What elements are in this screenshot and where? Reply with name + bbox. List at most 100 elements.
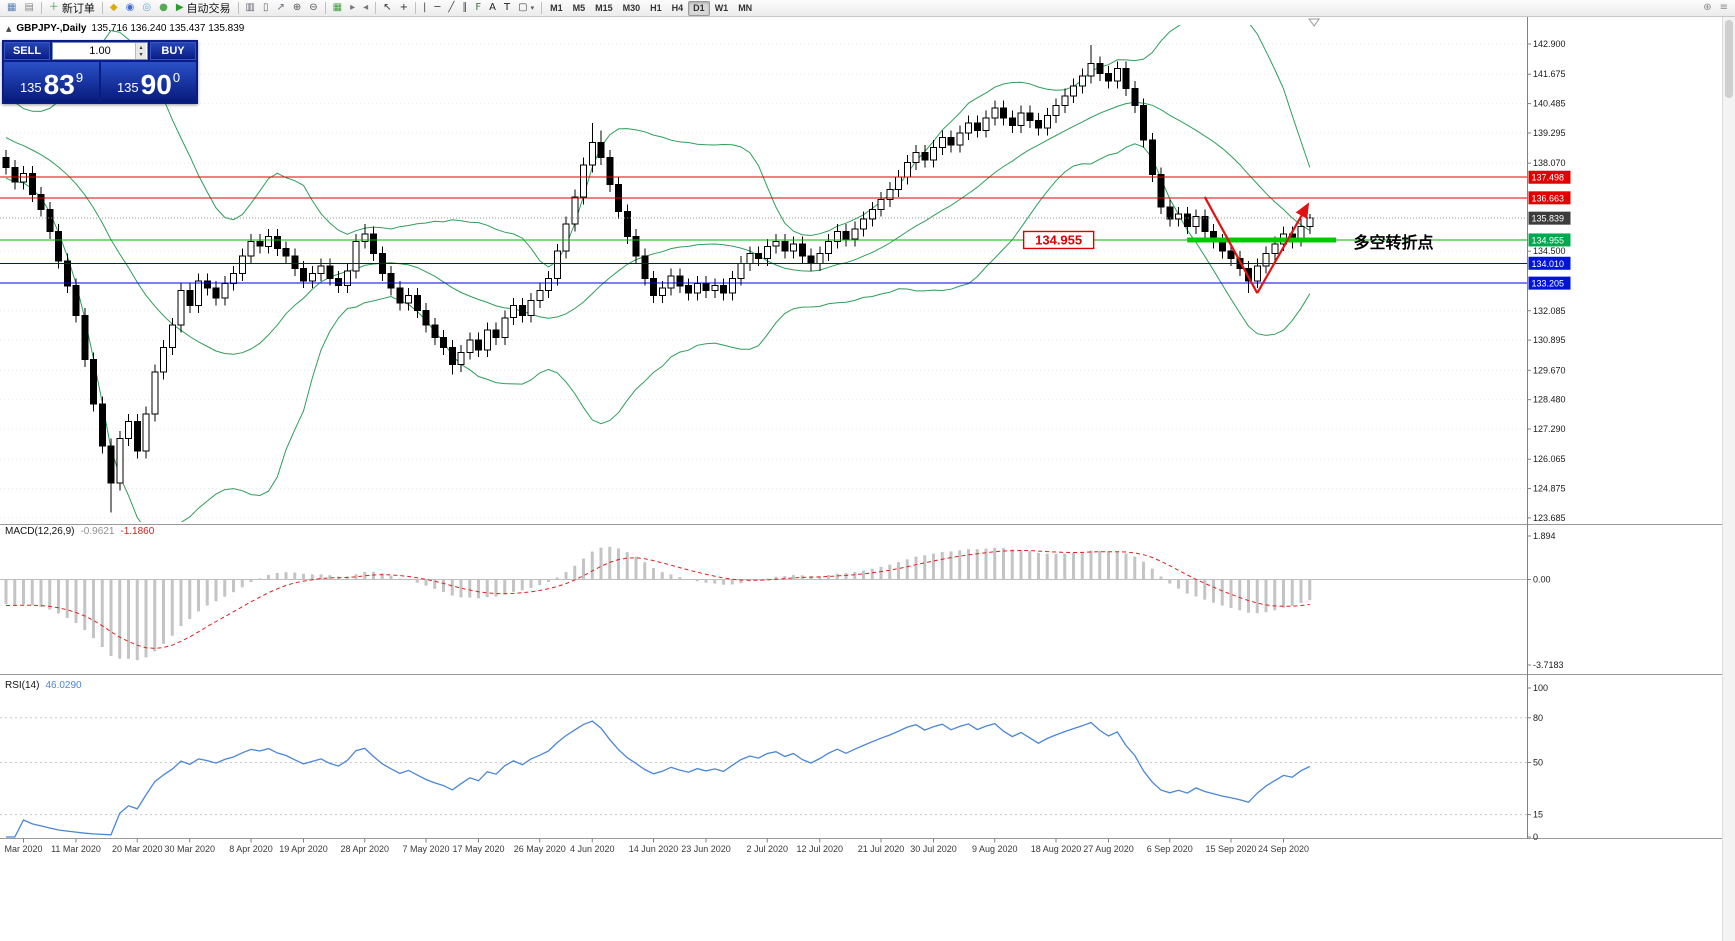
profiles-button[interactable]: ▤ [20, 1, 37, 16]
svg-text:19 Apr 2020: 19 Apr 2020 [279, 844, 328, 854]
zoom-in-button[interactable]: ⊕ [289, 1, 305, 16]
candle-chart-style-icon: ▯ [262, 2, 269, 13]
vertical-scrollbar[interactable] [1722, 17, 1735, 941]
grid [0, 43, 1527, 519]
market-watch-button[interactable]: ◉ [122, 1, 139, 16]
svg-text:28 Apr 2020: 28 Apr 2020 [340, 844, 389, 854]
vertical-line-button[interactable]: | [419, 1, 430, 16]
trendline-button[interactable]: ╱ [444, 1, 458, 16]
channel-icon: ∥ [462, 2, 468, 13]
svg-text:30 Jul 2020: 30 Jul 2020 [910, 844, 957, 854]
horizontal-line-button[interactable]: ─ [430, 1, 444, 16]
buy-price[interactable]: 135 90 0 [101, 62, 196, 102]
svg-text:139.295: 139.295 [1533, 128, 1566, 138]
panel-separators[interactable] [0, 524, 1735, 839]
sell-price-pips: 83 [43, 69, 75, 100]
channel-button[interactable]: ∥ [458, 1, 471, 16]
crosshair-button[interactable]: + [396, 1, 412, 16]
bollinger-bands [5, 25, 1311, 522]
sell-button[interactable]: SELL [4, 42, 50, 60]
cursor-button[interactable]: ↖ [379, 1, 395, 16]
tile-windows-button[interactable]: ▦ [329, 1, 346, 16]
fibonacci-button[interactable]: F [471, 1, 485, 16]
toolbar: ▦ ▤ ＋新订单 ◆ ◉ ◎ ● ▶ 自动交易 ▥ ▯ ↗ ⊕ ⊖ ▦ ▸ ◂ ↖ + | ─ ╱ ∥ F A T ▢ ▾ M1 M5 M… [0, 0, 1735, 17]
horizontal-lines[interactable] [0, 176, 1527, 284]
price-axis[interactable]: 142.900 141.675 140.485 139.295 138.070 134.5… [1527, 17, 1566, 842]
shapes-button[interactable]: ▢ ▾ [514, 1, 538, 16]
trend-arrow-2[interactable] [1256, 202, 1310, 294]
new-chart-icon: ▦ [7, 2, 17, 13]
macd-title: MACD(12,26,9) [5, 526, 75, 537]
chart-shift-button[interactable]: ◂ [359, 1, 372, 16]
svg-text:-3.7183: -3.7183 [1533, 660, 1564, 670]
chart-shift-marker[interactable] [1308, 18, 1321, 27]
toolbar-menu-button[interactable]: ≡ [1716, 1, 1732, 16]
bar-chart-style-button[interactable]: ▥ [242, 1, 259, 16]
text-button[interactable]: A [485, 1, 500, 16]
lot-increase-icon[interactable]: ▴ [139, 44, 143, 51]
scrollbar-thumb[interactable] [1725, 20, 1733, 98]
svg-text:130.895: 130.895 [1533, 335, 1566, 345]
new-order-button[interactable]: ＋新订单 [45, 1, 99, 16]
price-tag-135-839 [1528, 211, 1571, 225]
svg-text:129.670: 129.670 [1533, 365, 1566, 375]
svg-text:140.485: 140.485 [1533, 99, 1566, 109]
price-callout-box[interactable] [1022, 230, 1095, 250]
navigator-icon: ● [159, 2, 168, 13]
price-chart[interactable]: 142.900 141.675 140.485 139.295 138.070 134.5… [0, 17, 1735, 941]
zoom-out-button[interactable]: ⊖ [305, 1, 321, 16]
timeframe-m30[interactable]: M30 [622, 3, 641, 13]
shapes-icon: ▢ [518, 2, 528, 13]
auto-scroll-button[interactable]: ▸ [346, 1, 359, 16]
trend-arrow-1[interactable] [1203, 196, 1259, 294]
crosshair-icon: + [399, 2, 408, 13]
svg-text:4 Jun 2020: 4 Jun 2020 [570, 844, 615, 854]
profiles-icon: ▤ [24, 2, 34, 13]
lot-size-field[interactable]: 1.00 ▴ ▾ [52, 42, 148, 60]
quick-search-icon: ⊕ [1703, 2, 1712, 13]
svg-text:14 Jun 2020: 14 Jun 2020 [629, 844, 679, 854]
timeframe-d1[interactable]: D1 [688, 0, 710, 16]
buy-price-pips: 90 [140, 69, 172, 100]
timeframe-h1[interactable]: H1 [650, 3, 662, 13]
svg-text:126.065: 126.065 [1533, 454, 1566, 464]
bollinger-upper-line [5, 25, 1311, 268]
timeframe-h4[interactable]: H4 [671, 3, 684, 13]
price-tag-137-498 [1528, 170, 1571, 184]
svg-text:132.085: 132.085 [1533, 306, 1566, 316]
svg-text:18 Aug 2020: 18 Aug 2020 [1031, 844, 1082, 854]
lot-decrease-icon[interactable]: ▾ [139, 51, 143, 58]
timeframe-mn[interactable]: MN [738, 3, 753, 13]
svg-text:21 Jul 2020: 21 Jul 2020 [858, 844, 905, 854]
chart-ohlc-header: ▲ GBPJPY-,Daily 135.716 136.240 135.437 … [6, 23, 244, 34]
svg-text:24 Sep 2020: 24 Sep 2020 [1258, 844, 1309, 854]
quick-search-button[interactable]: ⊕ [1699, 1, 1715, 16]
autotrading-button[interactable]: ▶ 自动交易 [172, 1, 235, 16]
timeframe-w1[interactable]: W1 [714, 3, 729, 13]
svg-text:50: 50 [1533, 758, 1543, 768]
timeframe-m1[interactable]: M1 [550, 3, 563, 13]
timeframe-m15[interactable]: M15 [595, 3, 613, 13]
navigator-button[interactable]: ● [155, 1, 172, 16]
svg-text:17 May 2020: 17 May 2020 [452, 844, 504, 854]
time-axis[interactable]: Mar 2020 11 Mar 2020 20 Mar 2020 30 Mar 202… [4, 838, 1309, 855]
new-order-button-label: 新订单 [61, 3, 95, 15]
svg-text:142.900: 142.900 [1533, 39, 1566, 49]
buy-button[interactable]: BUY [150, 42, 196, 60]
new-chart-button[interactable]: ▦ [3, 1, 20, 16]
text-icon: A [489, 2, 496, 13]
metaeditor-button[interactable]: ◆ [106, 1, 122, 16]
svg-text:134.500: 134.500 [1533, 246, 1566, 256]
line-chart-style-icon: ↗ [276, 2, 285, 13]
label-button[interactable]: T [500, 1, 514, 16]
line-chart-style-button[interactable]: ↗ [272, 1, 288, 16]
price-tags: 137.498 136.663 135.839 134.955 134.010 133.2… [1528, 170, 1571, 290]
toolbar-separator [375, 2, 377, 14]
data-window-button[interactable]: ◎ [138, 1, 155, 16]
toolbar-separator [101, 2, 103, 14]
ohlc-values: 135.716 136.240 135.437 135.839 [91, 23, 245, 34]
sell-price[interactable]: 135 83 9 [4, 62, 99, 102]
turning-point-note[interactable]: 多空转折点 [1354, 233, 1434, 252]
candle-chart-style-button[interactable]: ▯ [259, 1, 273, 16]
timeframe-m5[interactable]: M5 [572, 3, 586, 13]
